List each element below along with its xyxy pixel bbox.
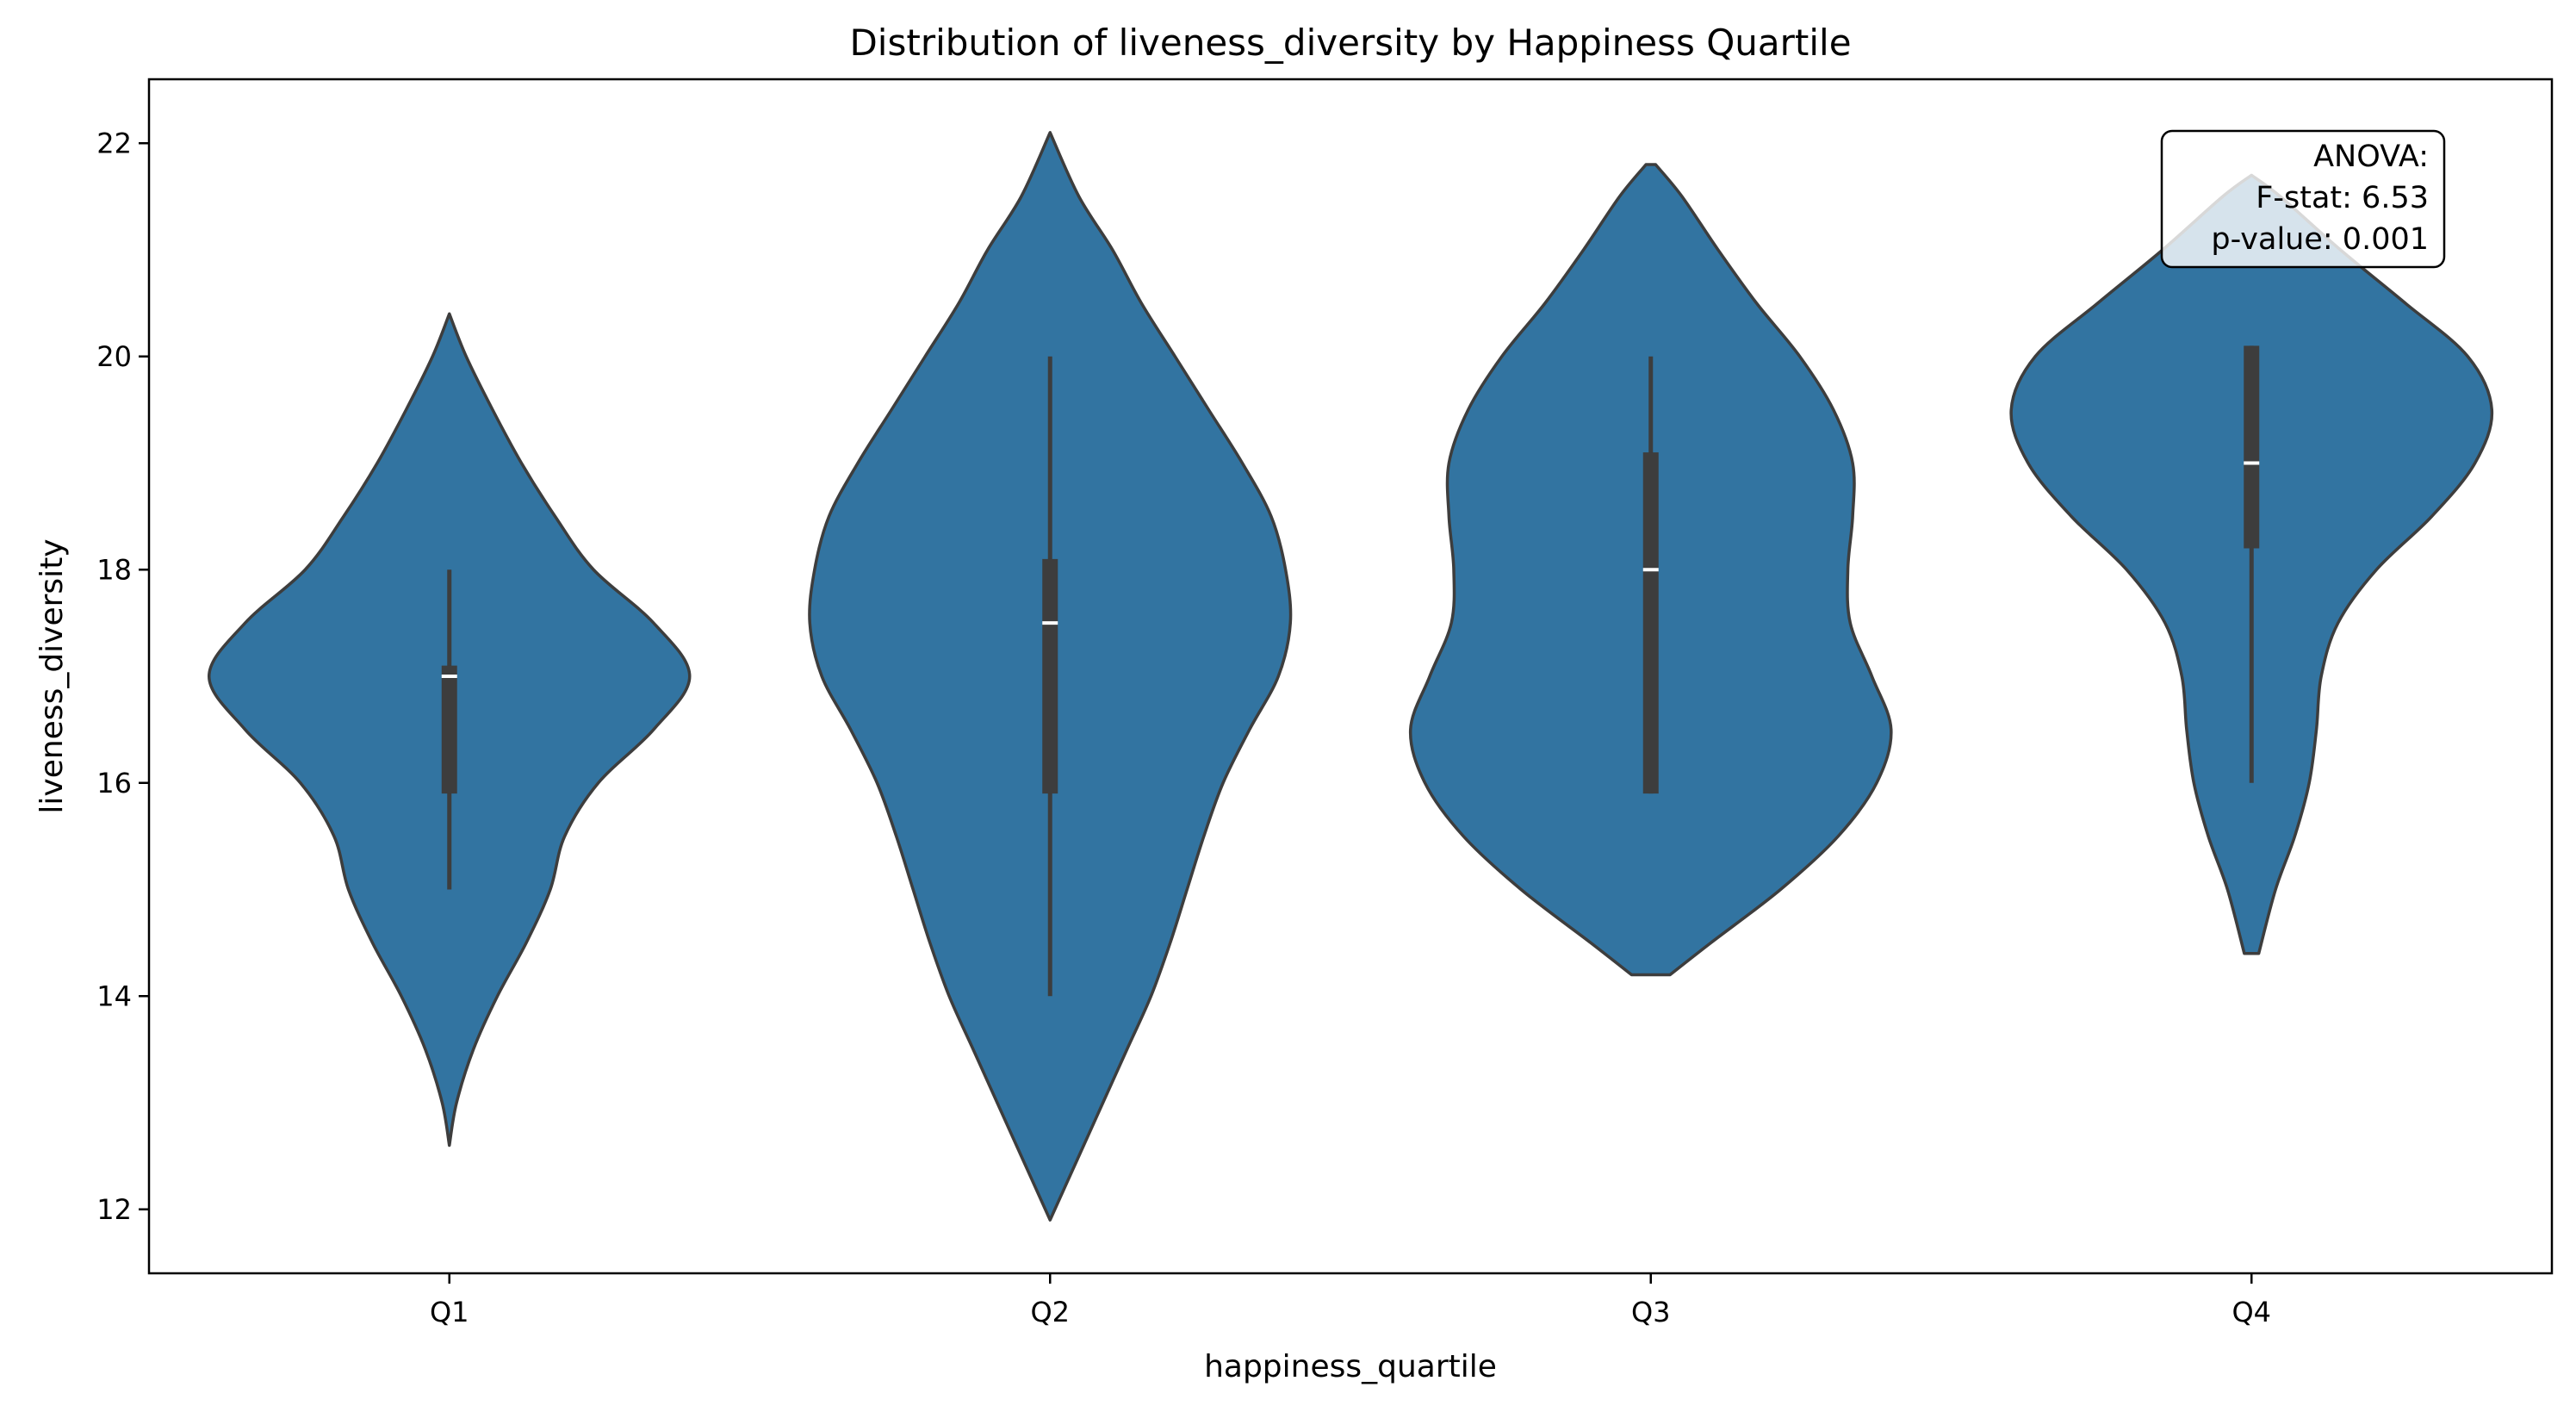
x-tick-label-q2: Q2 <box>1030 1296 1070 1328</box>
y-tick-label-22: 22 <box>96 127 132 159</box>
iqr-box-q1 <box>441 665 457 794</box>
y-tick-label-14: 14 <box>96 980 132 1012</box>
anova-p-value: p-value: 0.001 <box>2211 222 2429 257</box>
anova-title: ANOVA: <box>2313 140 2429 174</box>
x-tick-label-q1: Q1 <box>430 1296 469 1328</box>
x-tick-label-q3: Q3 <box>1631 1296 1671 1328</box>
y-tick-label-18: 18 <box>96 553 132 586</box>
x-axis: Q1 Q2 Q3 Q4 <box>430 1273 2271 1328</box>
iqr-box-q2 <box>1042 558 1058 794</box>
chart-title: Distribution of liveness_diversity by Ha… <box>849 22 1851 64</box>
x-axis-label: happiness_quartile <box>1204 1349 1497 1384</box>
iqr-box-q3 <box>1642 452 1659 794</box>
anova-annotation-box <box>2160 129 2446 269</box>
violins-layer <box>208 131 2494 1222</box>
y-axis: 12 14 16 18 20 22 <box>96 127 149 1226</box>
x-tick-label-q4: Q4 <box>2231 1296 2271 1328</box>
box-layer <box>441 345 2260 997</box>
y-axis-label: liveness_diversity <box>34 538 70 813</box>
y-tick-label-12: 12 <box>96 1193 132 1226</box>
plot-frame <box>147 78 2554 1275</box>
y-tick-label-20: 20 <box>96 340 132 373</box>
iqr-box-q4 <box>2244 345 2260 549</box>
anova-annotation: ANOVA: F-stat: 6.53 p-value: 0.001 <box>2160 129 2446 269</box>
anova-f-stat: F-stat: 6.53 <box>2256 181 2429 215</box>
y-tick-label-16: 16 <box>96 767 132 799</box>
